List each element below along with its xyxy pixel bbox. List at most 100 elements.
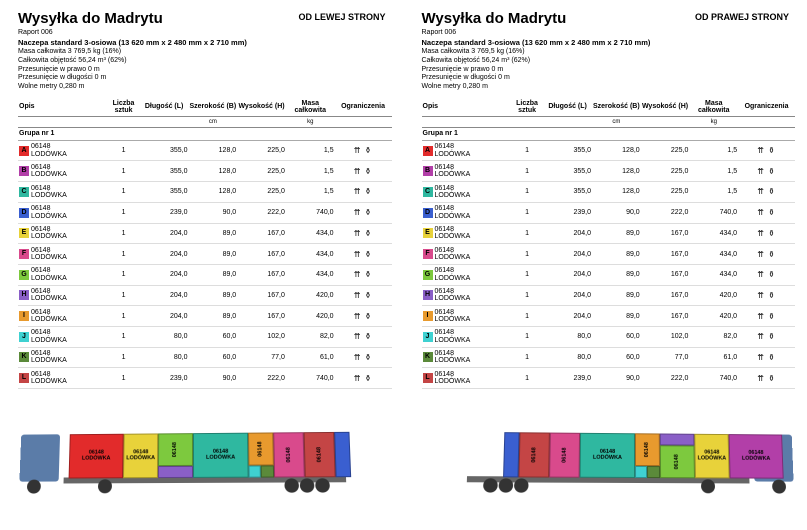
table-row: C06148LODÓWKA1355,0128,0225,01,5⇈ ⚱ <box>422 182 796 203</box>
table-row: C06148LODÓWKA1355,0128,0225,01,5⇈ ⚱ <box>18 182 392 203</box>
row-badge: L <box>19 373 29 383</box>
row-constraints-icon: ⇈ ⚱ <box>738 161 795 182</box>
row-b: 60,0 <box>592 326 641 347</box>
row-b: 89,0 <box>592 306 641 327</box>
row-qty: 1 <box>107 202 139 223</box>
row-desc: 06148LODÓWKA <box>435 309 471 324</box>
row-qty: 1 <box>511 161 543 182</box>
row-l: 204,0 <box>543 244 592 265</box>
row-h: 167,0 <box>237 264 286 285</box>
th-dlugosc: Długość (L) <box>140 98 189 117</box>
row-l: 239,0 <box>543 202 592 223</box>
row-h: 167,0 <box>641 285 690 306</box>
panel-left: OD LEWEJ STRONY Wysyłka do Madrytu Rapor… <box>0 0 404 530</box>
row-mass: 1,5 <box>689 182 738 203</box>
th-dlugosc: Długość (L) <box>543 98 592 117</box>
row-qty: 1 <box>107 347 139 368</box>
row-h: 222,0 <box>641 202 690 223</box>
row-desc: 06148LODÓWKA <box>435 288 471 303</box>
row-b: 89,0 <box>188 244 237 265</box>
row-qty: 1 <box>511 285 543 306</box>
cargo-box: 06148 <box>248 432 274 465</box>
row-mass: 61,0 <box>286 347 335 368</box>
meta-shift-length: Przesunięcie w długości 0 m <box>18 74 392 83</box>
row-qty: 1 <box>107 161 139 182</box>
cargo-box <box>503 432 520 477</box>
row-h: 102,0 <box>237 326 286 347</box>
tbody-left: Grupa nr 1A06148LODÓWKA1355,0128,0225,01… <box>18 127 392 388</box>
row-badge: A <box>19 146 29 156</box>
row-constraints-icon: ⇈ ⚱ <box>335 202 392 223</box>
row-b: 128,0 <box>188 182 237 203</box>
row-h: 167,0 <box>641 223 690 244</box>
table-row: B06148LODÓWKA1355,0128,0225,01,5⇈ ⚱ <box>422 161 796 182</box>
row-l: 239,0 <box>543 368 592 389</box>
truck-view-right: 061480614806148LODÓWKA061480614806148LOD… <box>422 393 796 528</box>
row-constraints-icon: ⇈ ⚱ <box>738 244 795 265</box>
row-h: 167,0 <box>237 285 286 306</box>
row-desc: 06148LODÓWKA <box>435 371 471 386</box>
row-mass: 434,0 <box>689 244 738 265</box>
row-mass: 434,0 <box>286 244 335 265</box>
row-l: 204,0 <box>543 264 592 285</box>
row-constraints-icon: ⇈ ⚱ <box>335 368 392 389</box>
th-opis: Opis <box>18 98 107 117</box>
row-desc: 06148LODÓWKA <box>31 267 67 282</box>
row-badge: K <box>423 352 433 362</box>
cargo-box: 06148LODÓWKA <box>729 434 784 479</box>
meta-shift-length: Przesunięcie w długości 0 m <box>422 74 796 83</box>
row-mass: 82,0 <box>286 326 335 347</box>
row-h: 167,0 <box>641 244 690 265</box>
table-row: K06148LODÓWKA180,060,077,061,0⇈ ⚱ <box>18 347 392 368</box>
row-b: 60,0 <box>188 326 237 347</box>
meta-mass: Masa całkowita 3 769,5 kg (16%) <box>18 48 392 57</box>
row-constraints-icon: ⇈ ⚱ <box>335 244 392 265</box>
row-b: 90,0 <box>188 202 237 223</box>
row-mass: 740,0 <box>286 202 335 223</box>
row-constraints-icon: ⇈ ⚱ <box>738 202 795 223</box>
row-qty: 1 <box>107 140 139 161</box>
row-qty: 1 <box>511 326 543 347</box>
table-row: H06148LODÓWKA1204,089,0167,0420,0⇈ ⚱ <box>18 285 392 306</box>
row-desc: 06148LODÓWKA <box>31 164 67 179</box>
table-row: E06148LODÓWKA1204,089,0167,0434,0⇈ ⚱ <box>422 223 796 244</box>
row-desc: 06148LODÓWKA <box>435 226 471 241</box>
row-qty: 1 <box>511 264 543 285</box>
meta-block: Masa całkowita 3 769,5 kg (16%) Całkowit… <box>422 48 796 92</box>
report-number: Raport 006 <box>18 29 392 36</box>
th-liczba: Liczba sztuk <box>511 98 543 117</box>
cargo-table-left: Opis Liczba sztuk Długość (L) Szerokość … <box>18 98 392 389</box>
row-desc: 06148LODÓWKA <box>435 350 471 365</box>
row-h: 222,0 <box>641 368 690 389</box>
cargo-box: 06148 <box>158 433 193 466</box>
row-badge: B <box>19 166 29 176</box>
th-unit-cm: cm <box>140 116 286 127</box>
row-constraints-icon: ⇈ ⚱ <box>738 264 795 285</box>
row-mass: 1,5 <box>689 140 738 161</box>
cargo-box: 06148LODÓWKA <box>580 433 635 478</box>
row-qty: 1 <box>107 326 139 347</box>
cargo-box: 06148LODÓWKA <box>123 433 158 478</box>
row-l: 239,0 <box>140 368 189 389</box>
th-opis: Opis <box>422 98 511 117</box>
row-badge: D <box>19 208 29 218</box>
row-desc: 06148LODÓWKA <box>435 267 471 282</box>
row-mass: 420,0 <box>286 285 335 306</box>
row-desc: 06148LODÓWKA <box>435 205 471 220</box>
table-row: B06148LODÓWKA1355,0128,0225,01,5⇈ ⚱ <box>18 161 392 182</box>
row-h: 102,0 <box>641 326 690 347</box>
row-qty: 1 <box>511 368 543 389</box>
row-h: 77,0 <box>641 347 690 368</box>
meta-free: Wolne metry 0,280 m <box>422 83 796 92</box>
table-row: I06148LODÓWKA1204,089,0167,0420,0⇈ ⚱ <box>18 306 392 327</box>
th-unit-cm: cm <box>543 116 689 127</box>
row-mass: 1,5 <box>286 182 335 203</box>
row-l: 239,0 <box>140 202 189 223</box>
row-l: 204,0 <box>140 306 189 327</box>
table-row: H06148LODÓWKA1204,089,0167,0420,0⇈ ⚱ <box>422 285 796 306</box>
th-unit-kg: kg <box>286 116 335 127</box>
th-szerokosc: Szerokość (B) <box>592 98 641 117</box>
table-row: L06148LODÓWKA1239,090,0222,0740,0⇈ ⚱ <box>18 368 392 389</box>
row-qty: 1 <box>511 306 543 327</box>
row-desc: 06148LODÓWKA <box>31 288 67 303</box>
